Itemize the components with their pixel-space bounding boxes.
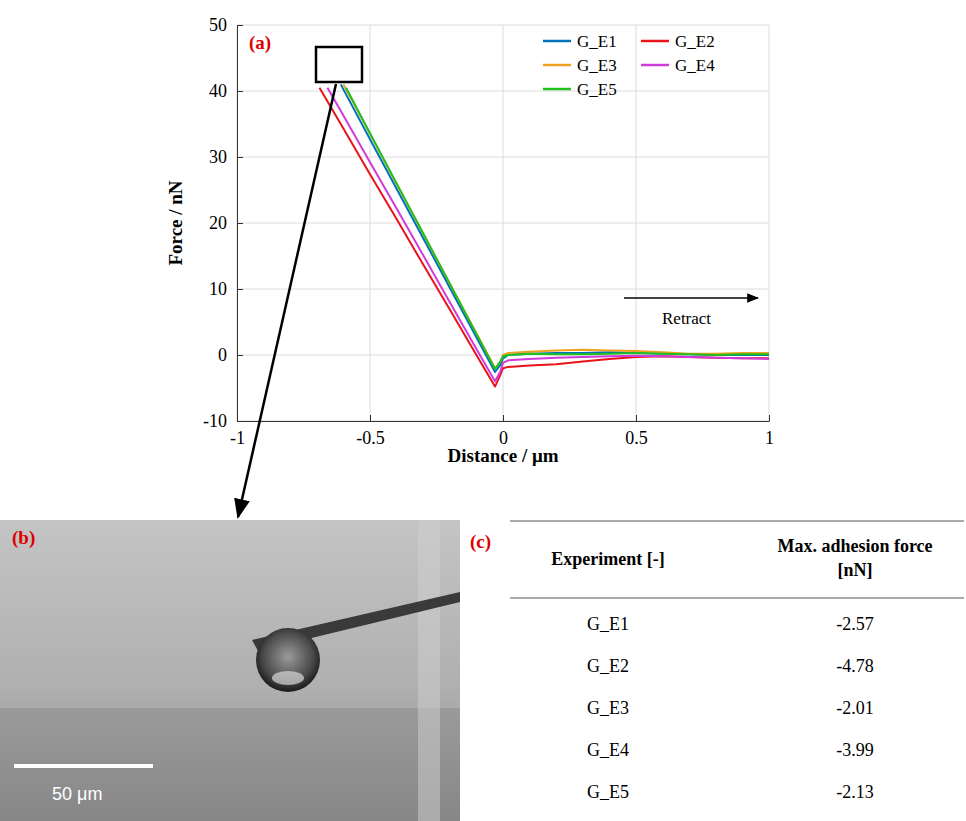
table-cell: -2.57 xyxy=(836,614,874,634)
tick-mark xyxy=(237,25,243,26)
table-cell: G_E2 xyxy=(587,656,629,676)
legend-entry: G_E3 xyxy=(543,56,617,75)
grid xyxy=(237,25,769,421)
tick: 40 xyxy=(209,81,243,101)
table-cell: G_E5 xyxy=(587,782,629,802)
header-line: [nN] xyxy=(838,560,873,580)
image-background xyxy=(0,520,460,821)
tick-label: 30 xyxy=(209,147,227,167)
scale-bar-label: 50 μm xyxy=(52,784,102,804)
tick: 0 xyxy=(218,345,243,365)
table-rule xyxy=(510,521,964,522)
legend-entry: G_E1 xyxy=(543,32,617,51)
tick-label: 40 xyxy=(209,81,227,101)
probe-highlight xyxy=(272,671,304,685)
panel-label: (a) xyxy=(249,32,271,54)
tick-label: 0 xyxy=(218,345,227,365)
substrate xyxy=(0,708,460,821)
legend-entry: G_E2 xyxy=(641,32,715,51)
panel-label: (c) xyxy=(470,531,491,553)
legend-swatch xyxy=(543,40,571,43)
grid-line-y xyxy=(237,25,769,26)
tick-label: 10 xyxy=(209,279,227,299)
legend: G_E1 G_E2 G_E3 G_E4 G_E5 xyxy=(543,32,715,99)
table-cell: G_E1 xyxy=(587,614,629,634)
tick-mark xyxy=(769,415,770,421)
header-line: Experiment [-] xyxy=(551,549,664,569)
tick: 10 xyxy=(209,279,243,299)
table-cell: G_E4 xyxy=(587,740,629,760)
tick-mark xyxy=(237,157,243,158)
tick-mark xyxy=(370,415,371,421)
panel-label: (b) xyxy=(12,527,35,549)
tick-label: 1 xyxy=(765,428,774,448)
legend-entry: G_E5 xyxy=(543,80,617,99)
legend-swatch xyxy=(543,64,571,67)
grid-line-y xyxy=(237,223,769,224)
tick: 1 xyxy=(765,415,774,448)
tick-label: -10 xyxy=(203,411,227,431)
micrograph: 50 μm (b) xyxy=(0,520,460,821)
table-rule xyxy=(510,598,964,599)
grid-line-y xyxy=(237,157,769,158)
tick: -0.5 xyxy=(356,415,385,448)
legend-label: G_E2 xyxy=(675,32,715,51)
y-axis-title: Force / nN xyxy=(165,180,186,265)
tick-mark xyxy=(237,289,243,290)
tick: 50 xyxy=(209,15,243,35)
tick-mark xyxy=(237,355,243,356)
grid-line-y xyxy=(237,289,769,290)
tick: 30 xyxy=(209,147,243,167)
figure: -1 -0.5 0 0.5 1 -10 0 10 20 30 40 50 Distance / μm Fo… xyxy=(0,0,966,821)
legend-swatch xyxy=(641,64,669,67)
legend-label: G_E1 xyxy=(577,32,617,51)
force-curve xyxy=(327,88,769,382)
tick-label: 20 xyxy=(209,213,227,233)
legend-label: G_E5 xyxy=(577,80,617,99)
tick: 0 xyxy=(499,415,508,448)
annotation: Retract xyxy=(662,309,711,328)
tick: -10 xyxy=(203,411,243,431)
table-cell: -2.13 xyxy=(836,782,874,802)
annotation-arrow xyxy=(624,297,758,299)
scale-bar xyxy=(14,764,153,768)
axis-line xyxy=(238,421,770,422)
tick-mark xyxy=(503,415,504,421)
table-cell: -4.78 xyxy=(836,656,874,676)
legend-swatch xyxy=(543,88,571,91)
tick-mark xyxy=(237,223,243,224)
tick: 0.5 xyxy=(625,415,648,448)
column-header: Max. adhesion force [nN] xyxy=(777,536,932,580)
x-axis-title: Distance / μm xyxy=(447,445,558,466)
legend-swatch xyxy=(641,40,669,43)
table-cell: -3.99 xyxy=(836,740,874,760)
x-axis: -1 -0.5 0 0.5 1 xyxy=(230,415,774,448)
force-curve xyxy=(346,88,769,369)
legend-label: G_E4 xyxy=(675,56,715,75)
legend-label: G_E3 xyxy=(577,56,617,75)
tick-mark xyxy=(636,415,637,421)
grid-line-y xyxy=(237,91,769,92)
y-axis: -10 0 10 20 30 40 50 xyxy=(203,15,243,431)
tick-label: -0.5 xyxy=(356,428,385,448)
tick-label: -1 xyxy=(230,428,245,448)
tick: 20 xyxy=(209,213,243,233)
tick-label: 0.5 xyxy=(625,428,648,448)
zoom-arrow xyxy=(238,84,336,517)
table-cell: G_E3 xyxy=(587,698,629,718)
table-cell: -2.01 xyxy=(836,698,874,718)
force-curve xyxy=(341,84,769,372)
plot-area xyxy=(319,84,769,386)
colloid-probe xyxy=(256,628,320,692)
table: (c) Experiment [-] Max. adhesion force [nN]… xyxy=(470,521,964,802)
image-feature xyxy=(418,520,440,821)
legend-entry: G_E4 xyxy=(641,56,715,75)
force-curve xyxy=(319,88,769,387)
tick-mark xyxy=(237,91,243,92)
zoom-box xyxy=(316,47,362,82)
tick-label: 50 xyxy=(209,15,227,35)
column-header: Experiment [-] xyxy=(551,549,664,569)
tick-mark xyxy=(237,421,243,422)
header-line: Max. adhesion force xyxy=(777,536,932,556)
